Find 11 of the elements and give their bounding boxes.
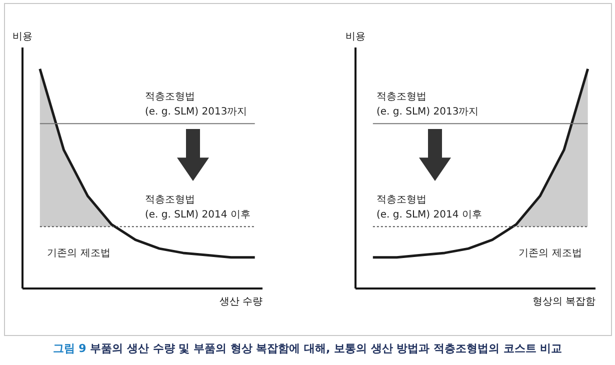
ref-line-label: 적층조형법 (e. g. SLM) 2013까지: [144, 92, 248, 118]
annotation: 기존의 제조법: [47, 248, 110, 259]
x-axis-title: 형상의 복잡함: [532, 296, 596, 308]
ref-line-label: 적층조형법 (e. g. SLM) 2014 이후: [376, 194, 482, 221]
ref-line-label: 적층조형법 (e. g. SLM) 2014 이후: [144, 194, 250, 221]
ref-line-label: 적층조형법 (e. g. SLM) 2013까지: [376, 92, 479, 118]
x-axis-title: 생산 수량: [219, 296, 262, 308]
y-axis-title: 비용: [346, 32, 366, 42]
annotation: 기존의 제조법: [518, 248, 582, 259]
caption: 그림 9 부품의 생산 수량 및 부품의 형상 복잡함에 대해, 보통의 생산 방법과 적층조형법의 코스트 비교: [52, 341, 564, 356]
y-axis-title: 비용: [12, 32, 32, 42]
